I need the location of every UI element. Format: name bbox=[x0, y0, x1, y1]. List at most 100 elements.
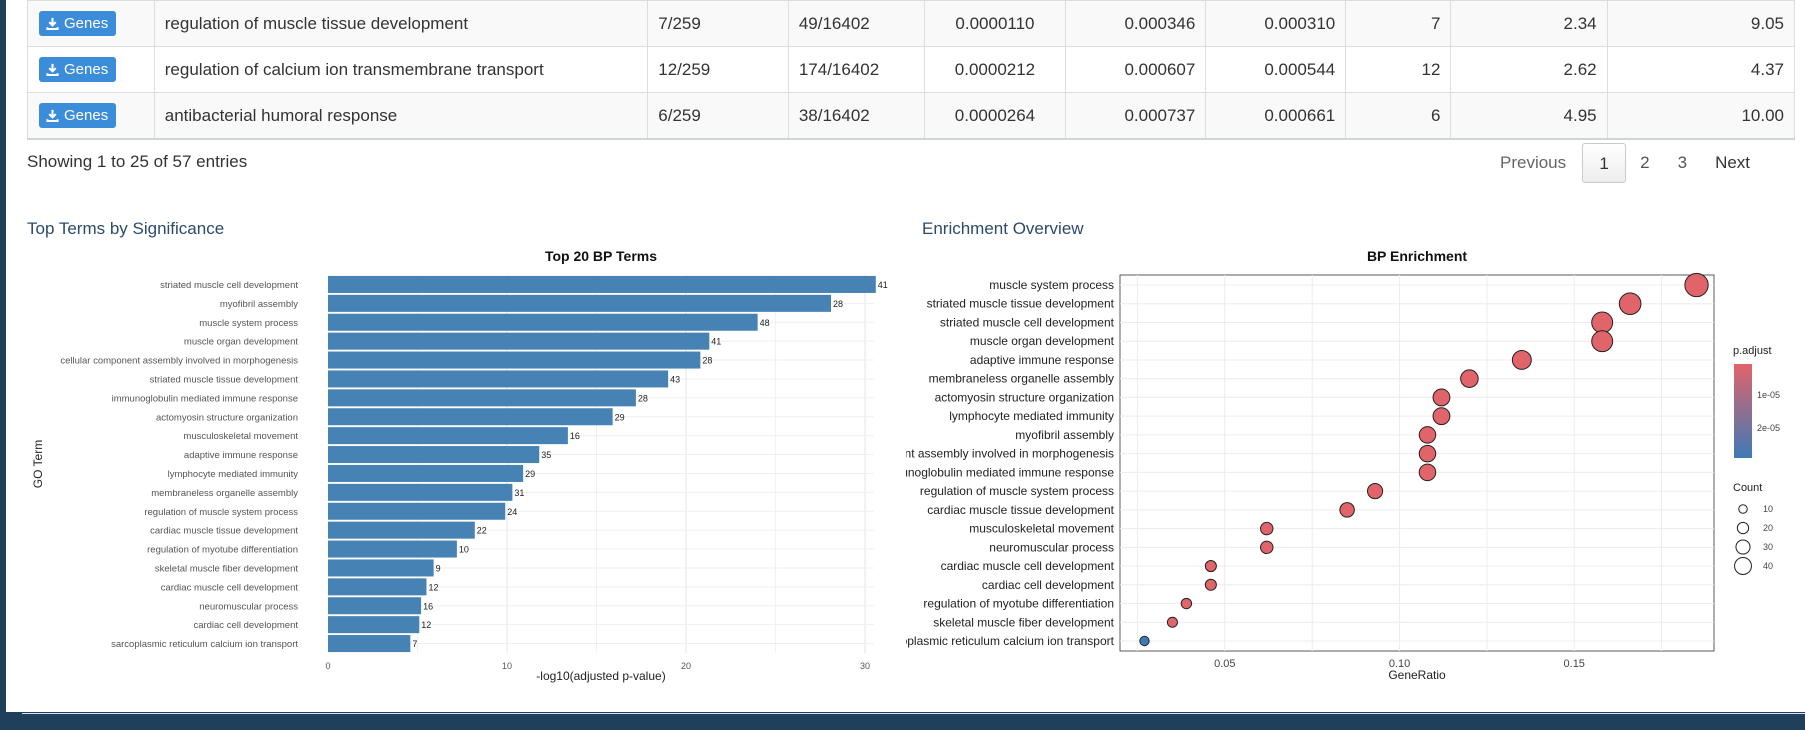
pagination: Previous 1 2 3 Next bbox=[1484, 143, 1764, 183]
data-point bbox=[1366, 483, 1384, 500]
x-tick-label: 0 bbox=[325, 661, 330, 671]
bar-label: 9 bbox=[436, 563, 441, 573]
bar-label: 7 bbox=[412, 639, 417, 649]
size-legend-label: 40 bbox=[1763, 561, 1773, 571]
cell-count: 6 bbox=[1345, 92, 1452, 140]
data-point bbox=[1166, 616, 1178, 628]
bar-label: 12 bbox=[421, 620, 431, 630]
bar bbox=[328, 351, 701, 369]
cell-gene-ratio: 12/259 bbox=[647, 46, 789, 93]
x-axis-label: -log10(adjusted p-value) bbox=[536, 669, 665, 683]
download-icon bbox=[46, 17, 59, 30]
data-point bbox=[1684, 272, 1709, 298]
bar-label: 24 bbox=[507, 507, 517, 517]
bar bbox=[328, 408, 613, 426]
bar bbox=[328, 389, 636, 407]
previous-page-button[interactable]: Previous bbox=[1500, 153, 1567, 172]
term-label: lymphocyte mediated immunity bbox=[949, 409, 1114, 423]
bar-label: 12 bbox=[428, 582, 438, 592]
bar bbox=[328, 294, 832, 312]
term-label: adaptive immune response bbox=[970, 353, 1114, 367]
cell-gene-ratio: 6/259 bbox=[647, 92, 789, 140]
dot-plot: muscle system process striated muscle tis… bbox=[814, 245, 1796, 700]
term-label: skeletal muscle fiber development bbox=[933, 615, 1114, 629]
next-page-button[interactable]: Next bbox=[1715, 153, 1751, 172]
cell-qvalue: 0.000661 bbox=[1205, 92, 1347, 140]
size-legend-circle bbox=[1736, 521, 1750, 535]
term-label: cardiac muscle cell development bbox=[941, 559, 1115, 573]
cell-padj: 0.000346 bbox=[1065, 0, 1207, 47]
download-icon bbox=[46, 109, 59, 122]
page-1-button[interactable]: 1 bbox=[1582, 143, 1627, 183]
bar bbox=[328, 502, 506, 520]
term-label: musculoskeletal movement bbox=[969, 522, 1114, 536]
bar-label: 22 bbox=[477, 526, 487, 536]
category-label: adaptive immune response bbox=[184, 450, 298, 461]
data-point bbox=[1432, 388, 1451, 407]
bar-label: 29 bbox=[525, 469, 535, 479]
bar bbox=[328, 616, 420, 634]
bar-label: 16 bbox=[423, 601, 433, 611]
category-label: cardiac muscle cell development bbox=[161, 582, 299, 593]
page-3-button[interactable]: 3 bbox=[1677, 153, 1688, 172]
term-label: striated muscle cell development bbox=[940, 315, 1115, 329]
term-label: muscle system process bbox=[989, 278, 1114, 292]
term-label: myofibril assembly bbox=[1015, 428, 1114, 442]
bar bbox=[328, 635, 411, 653]
x-tick-label: 30 bbox=[860, 661, 870, 671]
bar-label: 29 bbox=[615, 412, 625, 422]
cell-pvalue: 0.0000110 bbox=[923, 0, 1067, 47]
bar-label: 10 bbox=[459, 545, 469, 555]
bar-label: 28 bbox=[638, 393, 648, 403]
page-2-button[interactable]: 2 bbox=[1640, 153, 1650, 172]
bar bbox=[328, 332, 710, 350]
bar-label: 16 bbox=[570, 431, 580, 441]
cell-bg-ratio: 49/16402 bbox=[787, 0, 925, 47]
bar bbox=[328, 540, 457, 558]
category-label: regulation of myotube differentiation bbox=[147, 545, 298, 556]
bar-label: 35 bbox=[541, 450, 551, 460]
bar-label: 41 bbox=[711, 337, 721, 347]
left-panel-title: Top Terms by Significance bbox=[27, 219, 225, 238]
right-panel-title: Enrichment Overview bbox=[922, 219, 1084, 238]
bar-label: 48 bbox=[760, 318, 770, 328]
category-label: regulation of muscle system process bbox=[144, 507, 298, 518]
genes-cell: Genes bbox=[27, 46, 155, 93]
bar bbox=[328, 597, 422, 615]
download-genes-label: Genes bbox=[64, 107, 109, 124]
size-legend-circle bbox=[1734, 557, 1752, 575]
category-label: myofibril assembly bbox=[220, 299, 298, 310]
cell-qvalue: 0.000544 bbox=[1205, 46, 1347, 93]
table-row: Genes antibacterial humoral response 6/259… bbox=[27, 92, 1796, 140]
term-label: regulation of myotube differentiation bbox=[923, 597, 1114, 611]
download-genes-button[interactable]: Genes bbox=[39, 11, 117, 36]
bar-chart: 41 striated muscle cell development 28 myof… bbox=[16, 245, 896, 700]
size-legend-label: 30 bbox=[1763, 542, 1773, 552]
size-legend-circle bbox=[1738, 504, 1748, 514]
bar bbox=[328, 464, 524, 482]
data-point bbox=[1260, 521, 1274, 536]
x-tick-label: 10 bbox=[502, 661, 512, 671]
category-label: skeletal muscle fiber development bbox=[155, 563, 298, 574]
bar-label: 31 bbox=[514, 488, 524, 498]
cell-padj: 0.000737 bbox=[1065, 92, 1207, 140]
term-label: muscle organ development bbox=[970, 334, 1115, 348]
data-point bbox=[1204, 578, 1217, 591]
bar bbox=[328, 427, 568, 445]
cell-fold: 4.95 bbox=[1450, 92, 1608, 140]
term-label: membraneless organelle assembly bbox=[929, 372, 1114, 386]
category-label: neuromuscular process bbox=[199, 601, 298, 612]
table-info: Showing 1 to 25 of 57 entries bbox=[27, 152, 248, 171]
cell-term: antibacterial humoral response bbox=[153, 92, 649, 140]
x-tick-label: 0.15 bbox=[1564, 658, 1585, 670]
download-genes-button[interactable]: Genes bbox=[39, 103, 117, 128]
cell-score: 9.05 bbox=[1606, 0, 1796, 47]
bar-label: 43 bbox=[670, 374, 680, 384]
download-genes-button[interactable]: Genes bbox=[39, 57, 117, 82]
results-table: Genes regulation of muscle tissue develop… bbox=[27, 0, 1796, 140]
category-label: immunoglobulin mediated immune response bbox=[112, 393, 298, 404]
color-legend-tick: 2e-05 bbox=[1757, 423, 1780, 433]
table-row: Genes regulation of calcium ion transmemb… bbox=[27, 46, 1796, 93]
x-axis-label: GeneRatio bbox=[1388, 668, 1446, 682]
size-legend-circle bbox=[1735, 539, 1751, 555]
